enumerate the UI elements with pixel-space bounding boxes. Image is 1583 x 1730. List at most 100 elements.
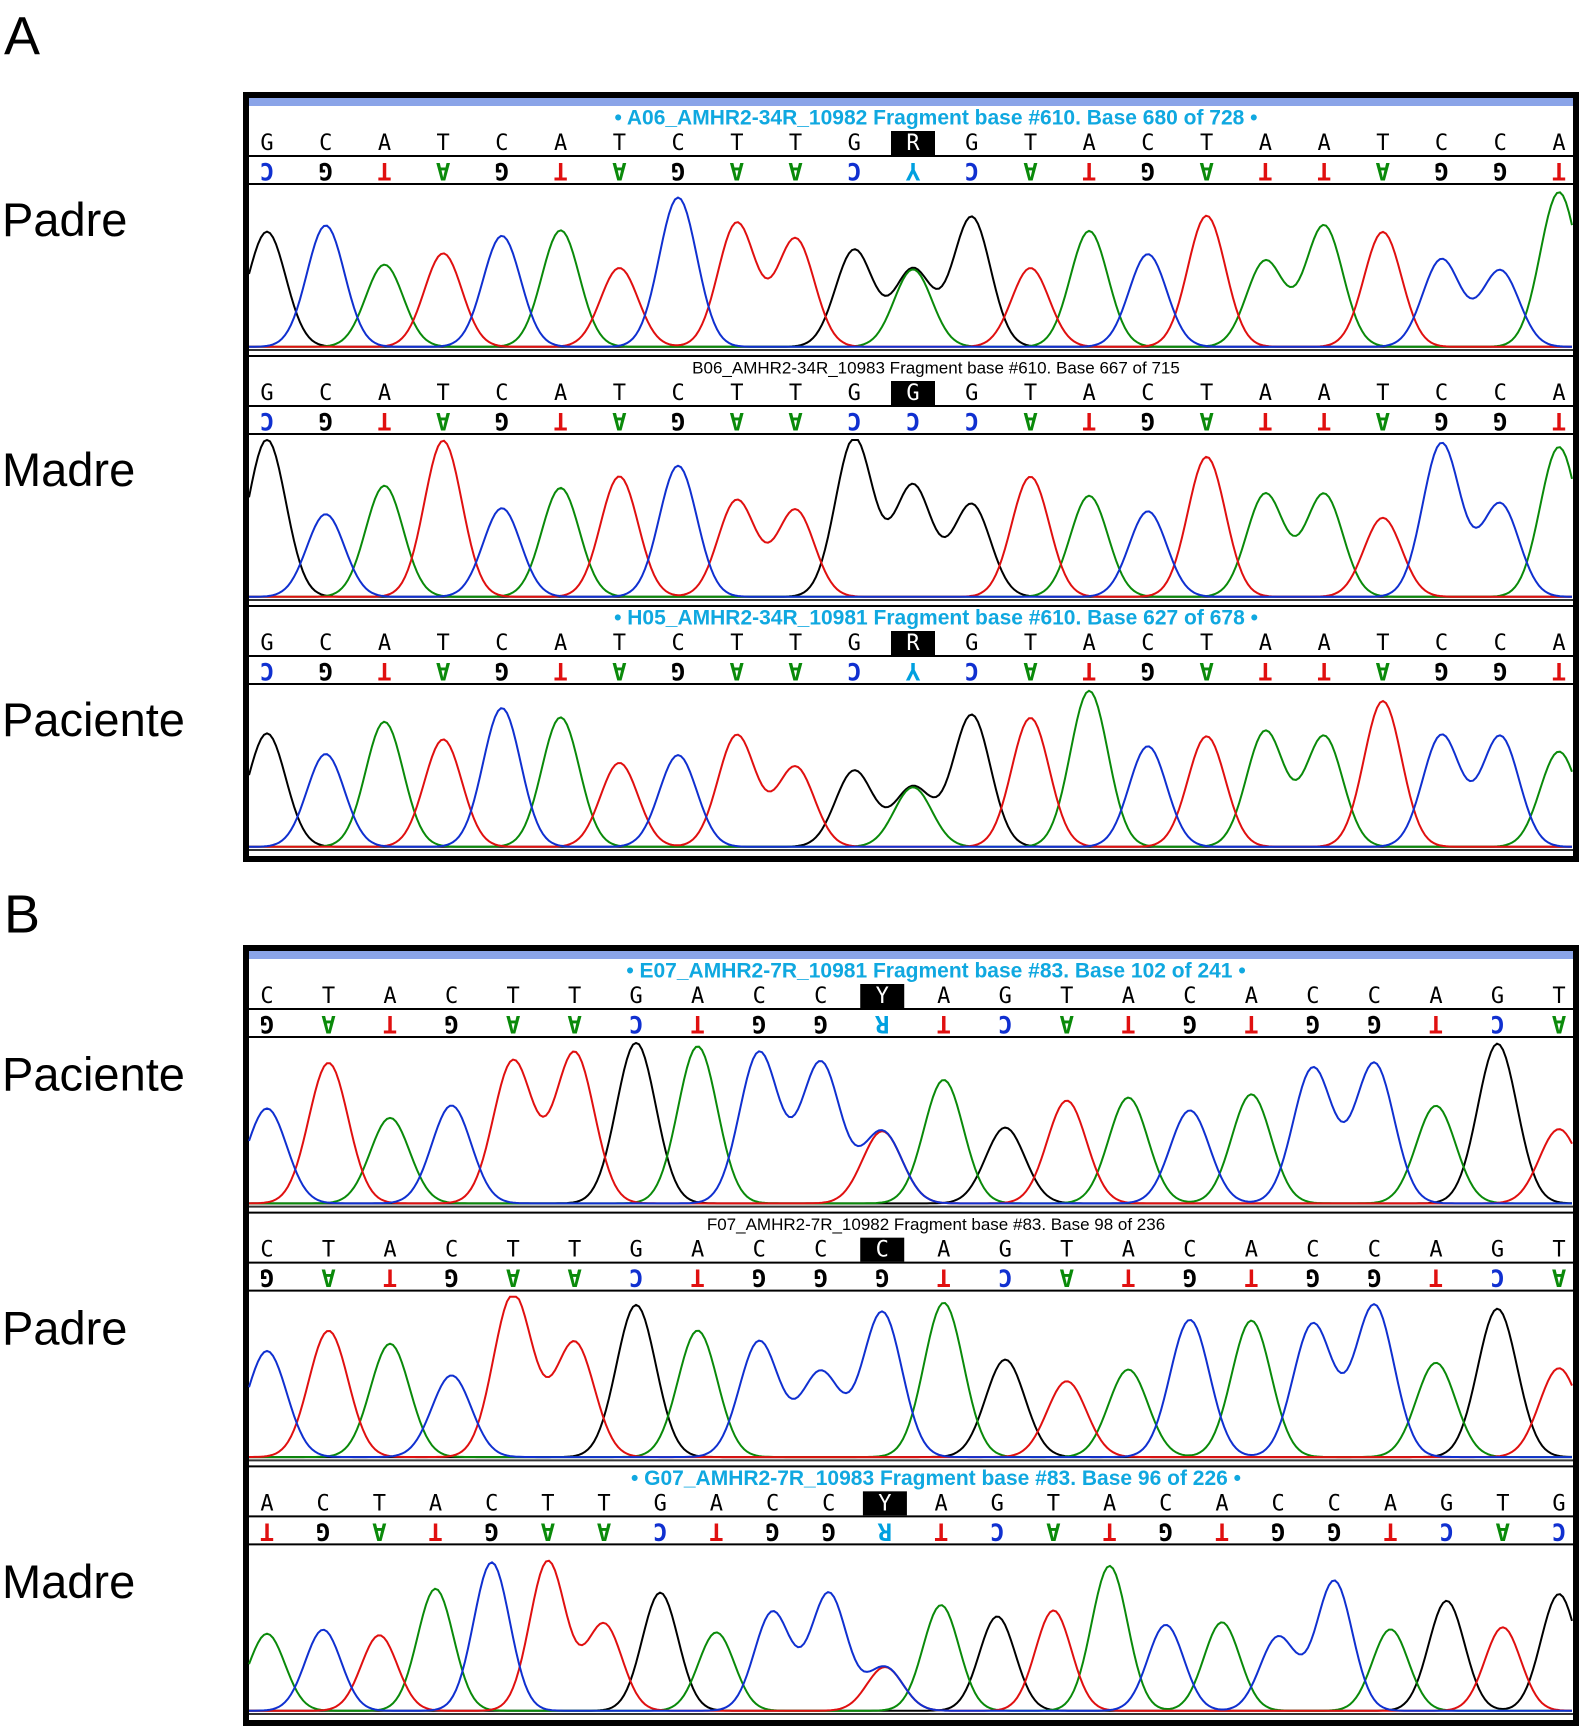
complement-base: A	[1059, 1010, 1074, 1038]
base-call: G	[848, 381, 861, 406]
base-call: A	[1552, 131, 1565, 156]
complement-base: A	[321, 1264, 336, 1292]
complement-base: G	[444, 1010, 458, 1038]
complement-base: G	[495, 657, 509, 685]
complement-base: A	[321, 1010, 336, 1038]
complement-base: T	[1552, 157, 1566, 185]
complement-base: G	[822, 1517, 836, 1545]
trace	[249, 441, 1572, 598]
base-call: C	[1272, 1491, 1285, 1516]
complement-base: T	[1429, 1264, 1443, 1292]
complement-base: A	[596, 1517, 611, 1545]
complement-base: T	[1258, 157, 1272, 185]
complement-base: G	[752, 1010, 766, 1038]
base-call: A	[383, 1238, 396, 1263]
complement-base: G	[1367, 1010, 1381, 1038]
complement-base: C	[847, 157, 861, 185]
complement-base: G	[484, 1517, 498, 1545]
complement-base: A	[1023, 407, 1038, 435]
complement-base: G	[765, 1517, 779, 1545]
complement-base: C	[1552, 1517, 1566, 1545]
base-call: T	[1200, 131, 1213, 156]
base-call: C	[1183, 1238, 1196, 1263]
complement-base: A	[567, 1010, 582, 1038]
complement-base: T	[1082, 157, 1096, 185]
base-call: G	[260, 381, 273, 406]
complement-base: C	[260, 407, 274, 435]
complement-base: A	[729, 657, 744, 685]
complement-base: A	[435, 407, 450, 435]
complement-base: G	[1183, 1010, 1197, 1038]
complement-base: A	[1199, 157, 1214, 185]
base-call: T	[506, 984, 519, 1009]
base-call: C	[319, 381, 332, 406]
complement-base: T	[383, 1010, 397, 1038]
complement-base: C	[629, 1010, 643, 1038]
complement-base: G	[671, 657, 685, 685]
base-call: A	[1215, 1491, 1228, 1516]
complement-base: G	[671, 407, 685, 435]
base-call: T	[1024, 131, 1037, 156]
base-call: A	[1122, 1238, 1135, 1263]
complement-base: C	[260, 157, 274, 185]
base-call: C	[1306, 984, 1319, 1009]
complement-base: T	[553, 157, 567, 185]
complement-base: T	[1258, 407, 1272, 435]
complement-base: G	[1271, 1517, 1285, 1545]
base-call: C	[1494, 381, 1507, 406]
complement-base: A	[540, 1517, 555, 1545]
complement-base: T	[690, 1264, 704, 1292]
trace	[248, 196, 1572, 348]
track-header: B06_AMHR2-34R_10983 Fragment base #610. …	[692, 358, 1180, 377]
base-call: T	[1060, 1238, 1073, 1263]
base-call: G	[965, 131, 978, 156]
base-call: T	[373, 1491, 386, 1516]
base-call: A	[383, 984, 396, 1009]
complement-base: G	[1141, 407, 1155, 435]
complement-base: G	[319, 657, 333, 685]
base-call: T	[437, 131, 450, 156]
complement-base: A	[1375, 407, 1390, 435]
base-call: G	[999, 1238, 1012, 1263]
base-call: A	[691, 984, 704, 1009]
base-call: A	[1429, 984, 1442, 1009]
base-call: C	[814, 984, 827, 1009]
base-call: A	[1245, 984, 1258, 1009]
panel-frame	[243, 945, 1579, 1726]
panel-label: A	[4, 6, 40, 66]
complement-base: T	[937, 1264, 951, 1292]
complement-base: G	[1434, 157, 1448, 185]
base-call: T	[730, 131, 743, 156]
base-call: C	[1159, 1491, 1172, 1516]
selected-base-box	[891, 131, 935, 155]
base-call: C	[1141, 381, 1154, 406]
complement-base: A	[788, 157, 803, 185]
trace	[248, 1050, 1572, 1205]
base-call: C	[766, 1491, 779, 1516]
row-label: Paciente	[2, 1048, 185, 1101]
base-call: A	[378, 381, 391, 406]
complement-base: C	[906, 407, 920, 435]
complement-base: Y	[905, 657, 920, 685]
base-call: A	[1122, 984, 1135, 1009]
base-call: C	[1368, 984, 1381, 1009]
complement-base: T	[377, 157, 391, 185]
base-call: T	[789, 631, 802, 656]
base-call: A	[554, 381, 567, 406]
title-bar	[249, 98, 1573, 106]
base-call: A	[1083, 131, 1096, 156]
base-call: A	[1259, 131, 1272, 156]
complement-base: T	[937, 1010, 951, 1038]
trace	[249, 1561, 1572, 1712]
complement-base: A	[1375, 157, 1390, 185]
complement-base: T	[1121, 1264, 1135, 1292]
base-call: T	[1060, 984, 1073, 1009]
base-call: G	[1491, 984, 1504, 1009]
complement-base: G	[1493, 157, 1507, 185]
base-call: G	[848, 631, 861, 656]
base-call: C	[814, 1238, 827, 1263]
base-call: T	[789, 131, 802, 156]
complement-base: A	[729, 407, 744, 435]
base-call: A	[554, 131, 567, 156]
